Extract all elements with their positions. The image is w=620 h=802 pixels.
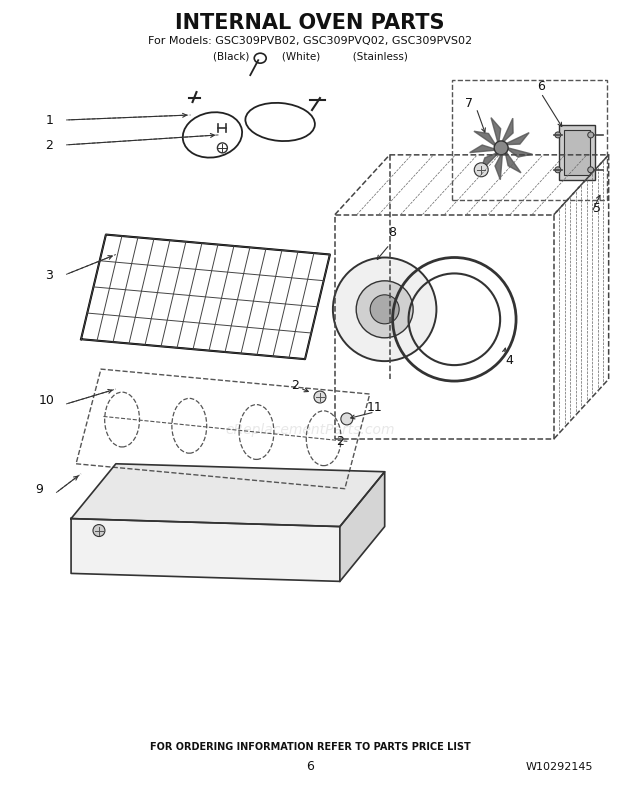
Text: 8: 8 bbox=[388, 226, 396, 239]
Text: 6: 6 bbox=[537, 79, 545, 92]
Circle shape bbox=[93, 525, 105, 537]
Text: FOR ORDERING INFORMATION REFER TO PARTS PRICE LIST: FOR ORDERING INFORMATION REFER TO PARTS … bbox=[149, 741, 471, 751]
Bar bbox=[453, 81, 606, 200]
Text: (Black)          (White)          (Stainless): (Black) (White) (Stainless) bbox=[213, 51, 407, 61]
Circle shape bbox=[555, 133, 561, 139]
Circle shape bbox=[333, 258, 436, 362]
Polygon shape bbox=[491, 119, 501, 146]
Polygon shape bbox=[503, 133, 529, 146]
Bar bbox=[559, 126, 595, 180]
Circle shape bbox=[588, 133, 594, 139]
Text: 6: 6 bbox=[306, 759, 314, 772]
Text: 5: 5 bbox=[593, 202, 601, 215]
Polygon shape bbox=[505, 151, 521, 173]
Bar bbox=[564, 131, 590, 176]
Text: 10: 10 bbox=[38, 393, 54, 406]
Text: 3: 3 bbox=[45, 269, 53, 282]
Circle shape bbox=[314, 391, 326, 403]
Polygon shape bbox=[501, 119, 513, 144]
Circle shape bbox=[588, 168, 594, 173]
Text: 2: 2 bbox=[45, 140, 53, 152]
Circle shape bbox=[356, 282, 413, 338]
Text: 9: 9 bbox=[35, 483, 43, 496]
Circle shape bbox=[370, 295, 399, 325]
Polygon shape bbox=[71, 519, 340, 581]
Text: W10292145: W10292145 bbox=[525, 761, 593, 771]
Circle shape bbox=[474, 164, 488, 177]
Circle shape bbox=[341, 414, 353, 425]
Text: 2: 2 bbox=[291, 378, 299, 391]
Text: 2: 2 bbox=[336, 435, 344, 448]
Text: 11: 11 bbox=[367, 401, 383, 414]
Polygon shape bbox=[480, 152, 500, 172]
Circle shape bbox=[494, 142, 508, 156]
Polygon shape bbox=[495, 152, 503, 180]
Text: INTERNAL OVEN PARTS: INTERNAL OVEN PARTS bbox=[175, 14, 445, 33]
Text: For Models: GSC309PVB02, GSC309PVQ02, GSC309PVS02: For Models: GSC309PVB02, GSC309PVQ02, GS… bbox=[148, 36, 472, 47]
Circle shape bbox=[555, 168, 561, 173]
Polygon shape bbox=[505, 148, 533, 158]
Text: eReplacementParts.com: eReplacementParts.com bbox=[225, 423, 395, 436]
Text: 7: 7 bbox=[465, 96, 473, 109]
Text: 4: 4 bbox=[505, 353, 513, 367]
Polygon shape bbox=[469, 146, 498, 153]
Polygon shape bbox=[340, 472, 384, 581]
Polygon shape bbox=[474, 132, 497, 148]
Text: 1: 1 bbox=[45, 115, 53, 128]
Polygon shape bbox=[71, 464, 384, 527]
